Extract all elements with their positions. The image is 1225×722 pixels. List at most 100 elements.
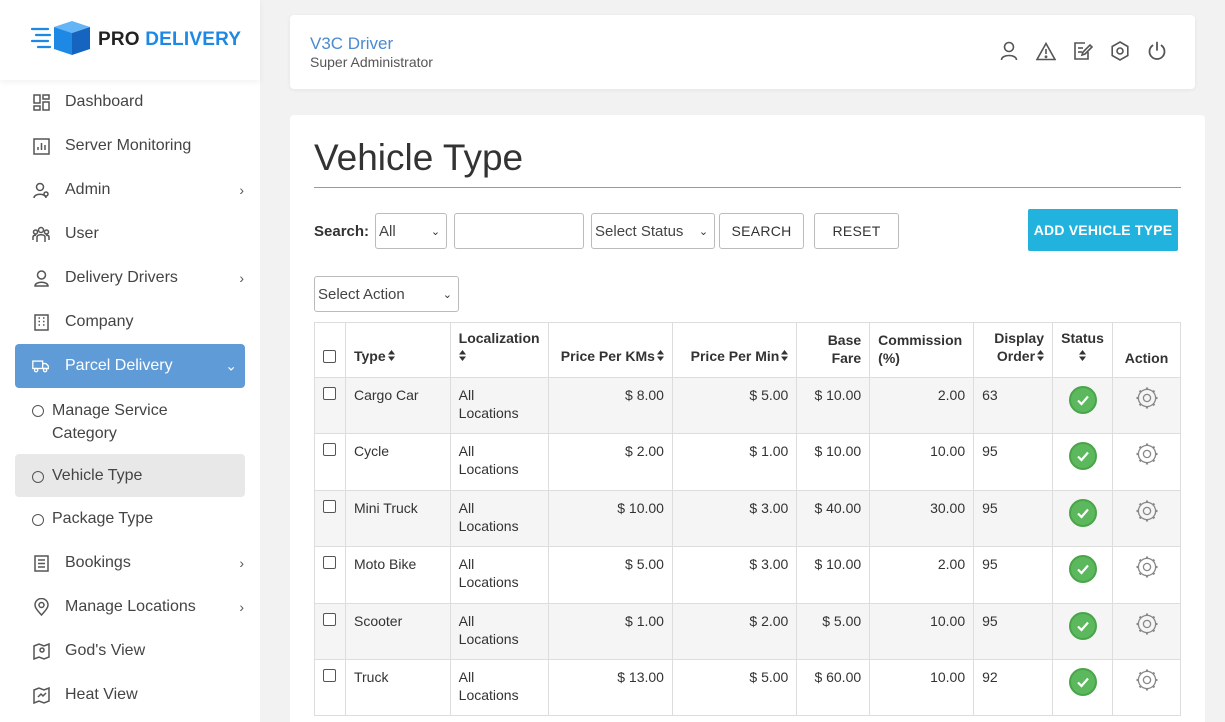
sidebar-item-label: Heat View [65,686,138,703]
gear-icon[interactable] [1135,556,1159,582]
column-label: Display [994,330,1045,346]
gear-icon[interactable] [1135,669,1159,695]
row-checkbox[interactable] [323,443,337,457]
row-select-cell [314,602,346,660]
select-all-checkbox[interactable] [323,350,337,363]
sidebar-item-label: Manage Locations [65,598,196,615]
row-checkbox[interactable] [323,556,337,570]
row-checkbox[interactable] [323,668,337,682]
loc-line: All [458,387,475,403]
sidebar-item-dashboard[interactable]: Dashboard [0,80,260,124]
cell-action [1112,658,1181,717]
sidebar-subitem-label: Package Type [52,510,154,527]
row-checkbox[interactable] [323,387,337,400]
active-check-icon[interactable] [1068,667,1097,696]
sidebar-item-user[interactable]: User [0,212,260,256]
cell-status [1052,433,1113,491]
active-check-icon[interactable] [1068,386,1097,414]
cell-commission: 2.00 [869,376,975,435]
sidebar-item-bookings[interactable]: Bookings › [0,541,260,585]
bulk-action-select[interactable]: Select Action ⌄ [314,276,459,312]
building-icon [32,313,50,331]
search-input[interactable] [454,213,585,249]
column-header-localization[interactable]: Localization [449,322,549,378]
brand-delivery: DELIVERY [145,29,242,50]
cell-localization: All Locations [449,433,549,491]
cell-action [1112,433,1181,491]
column-header-display-order[interactable]: Display Order [973,322,1054,378]
cell-display-order: 95 [973,546,1054,604]
logo[interactable]: PRO DELIVERY [0,0,260,80]
cell-type: Cycle [344,433,451,491]
cell-price-per-km: $ 1.00 [547,602,673,660]
chevron-down-icon: ⌄ [225,357,237,374]
column-header-price-per-km[interactable]: Price Per KMs [547,322,673,378]
gear-icon[interactable] [1135,500,1159,526]
search-field-select[interactable]: All ⌄ [375,213,448,249]
status-select-value: Select Status [595,222,684,240]
cell-base-fare: $ 10.00 [796,546,871,604]
cell-localization: All Locations [449,376,549,435]
cell-display-order: 63 [973,376,1054,435]
column-label: Commission [878,332,963,348]
cell-base-fare: $ 10.00 [796,433,871,491]
sidebar-item-label: User [65,225,99,242]
circle-icon [32,405,44,417]
active-check-icon[interactable] [1068,611,1097,640]
sidebar-item-label: Company [65,313,134,330]
cell-commission: 10.00 [869,602,975,660]
cell-action [1112,489,1181,548]
sidebar-item-label: Delivery Drivers [65,269,178,286]
profile-icon[interactable] [999,41,1019,61]
column-label: Fare [831,350,862,366]
column-header-type[interactable]: Type [344,322,451,378]
power-icon[interactable] [1147,41,1167,61]
active-check-icon[interactable] [1068,555,1097,584]
sidebar-subitem-package-type[interactable]: Package Type [0,497,260,541]
search-bar: Search: All ⌄ Select Status ⌄ SEARCH RES… [314,212,900,250]
sidebar-item-admin[interactable]: Admin › [0,168,260,212]
settings-icon[interactable] [1110,41,1130,61]
sidebar-item-heat-view[interactable]: Heat View [0,673,260,717]
column-header-price-per-min[interactable]: Price Per Min [671,322,798,378]
column-header-status[interactable]: Status [1052,322,1113,378]
active-check-icon[interactable] [1068,498,1097,527]
cell-price-per-km: $ 5.00 [547,546,673,604]
loc-line: All [458,443,475,460]
column-label: Type [353,348,386,364]
sidebar-item-parcel-delivery[interactable]: Parcel Delivery ⌄ [15,344,245,388]
sidebar-item-label: God's View [65,642,146,659]
reset-button[interactable]: RESET [814,213,900,249]
sidebar-item-server-monitoring[interactable]: Server Monitoring [0,124,260,168]
sidebar: PRO DELIVERY Dashboard Server Monitoring… [0,0,260,722]
column-header-action: Action [1112,322,1181,378]
gear-icon[interactable] [1135,387,1159,413]
list-icon [32,554,50,572]
edit-document-icon[interactable] [1073,41,1093,61]
vehicle-type-table: Type Localization Price Per KMs Price Pe… [314,322,1181,717]
search-button[interactable]: SEARCH [719,213,805,249]
row-checkbox[interactable] [323,499,337,513]
sidebar-item-delivery-drivers[interactable]: Delivery Drivers › [0,256,260,300]
sidebar-item-company[interactable]: Company [0,300,260,344]
sort-icon [458,350,466,363]
sidebar-item-manage-locations[interactable]: Manage Locations › [0,585,260,629]
header-bar: V3C Driver Super Administrator [290,15,1195,89]
chevron-right-icon: › [239,599,244,615]
gear-icon[interactable] [1135,613,1159,639]
status-select[interactable]: Select Status ⌄ [591,213,716,249]
cell-display-order: 92 [973,658,1054,717]
cell-status [1052,489,1113,548]
sidebar-subitem-vehicle-type[interactable]: Vehicle Type [15,454,245,497]
column-label: Localization [458,330,540,346]
chevron-down-icon: ⌄ [442,288,452,301]
active-check-icon[interactable] [1068,442,1097,471]
chevron-right-icon: › [239,182,244,198]
sidebar-item-gods-view[interactable]: God's View [0,629,260,673]
gear-icon[interactable] [1135,443,1159,469]
sidebar-subitem-manage-service-category[interactable]: Manage Service Category [0,388,260,454]
add-vehicle-type-button[interactable]: ADD VEHICLE TYPE [1028,209,1178,251]
row-checkbox[interactable] [323,612,337,626]
warning-icon[interactable] [1036,41,1056,61]
sort-icon [1079,350,1086,363]
